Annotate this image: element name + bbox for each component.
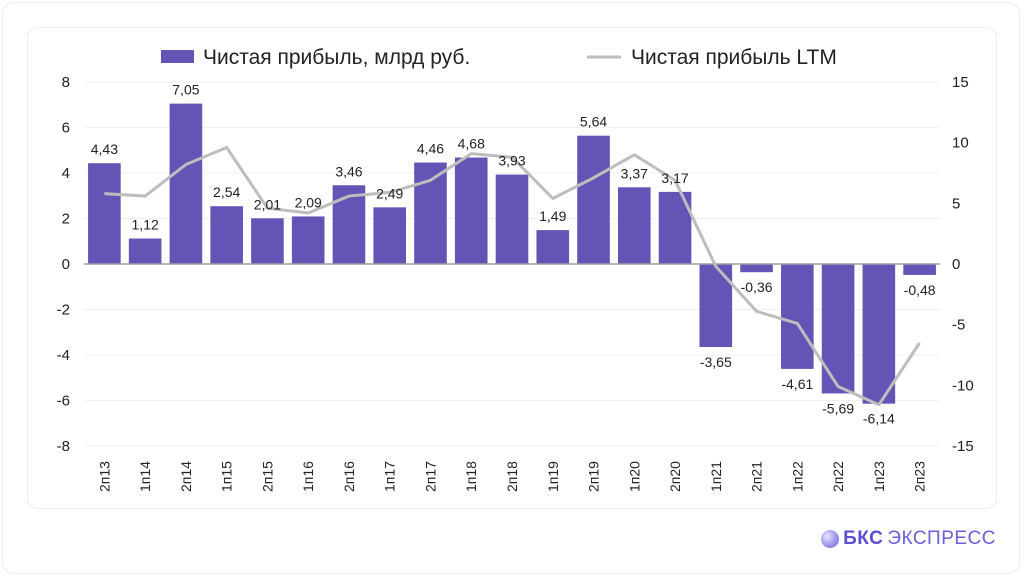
bar xyxy=(373,207,407,264)
left-tick-label: 0 xyxy=(62,256,70,273)
left-tick-label: -8 xyxy=(57,438,70,455)
bar xyxy=(414,162,447,264)
x-tick-label: 2п13 xyxy=(96,461,112,492)
legend-bar-swatch xyxy=(161,50,194,63)
bar xyxy=(128,238,162,264)
data-label: 3,17 xyxy=(661,170,688,186)
right-tick-label: 0 xyxy=(952,256,960,273)
bars xyxy=(88,103,936,404)
bar xyxy=(251,218,284,264)
x-tick-label: 1п21 xyxy=(708,461,724,492)
left-axis-ticks: 8 6 4 2 0 -2 -4 -6 -8 xyxy=(57,74,70,455)
bar xyxy=(821,264,855,394)
x-tick-label: 2п21 xyxy=(749,461,765,492)
data-label: 2,01 xyxy=(254,196,281,212)
left-tick-label: -6 xyxy=(57,393,70,410)
data-label: 3,46 xyxy=(335,163,362,179)
right-tick-label: 5 xyxy=(952,195,960,212)
right-tick-label: 10 xyxy=(952,135,969,152)
x-tick-label: 1п22 xyxy=(789,461,805,492)
x-tick-label: 2п19 xyxy=(586,461,602,492)
left-tick-label: 2 xyxy=(62,211,70,228)
data-label: 1,49 xyxy=(539,208,566,224)
legend-bar-label: Чистая прибыль, млрд руб. xyxy=(203,46,470,69)
bar xyxy=(903,264,936,275)
data-label: 1,12 xyxy=(132,217,159,233)
brand-logo: БКС ЭКСПРЕСС xyxy=(821,528,996,550)
x-tick-label: 1п23 xyxy=(871,461,887,492)
bar xyxy=(169,103,203,264)
data-label: -0,48 xyxy=(904,282,936,298)
x-tick-label: 1п19 xyxy=(545,461,561,492)
x-tick-label: 2п23 xyxy=(912,461,928,492)
data-label: -4,61 xyxy=(781,376,813,392)
data-label: 4,68 xyxy=(458,136,485,152)
data-label: 4,46 xyxy=(417,141,444,157)
bar xyxy=(454,157,488,264)
x-tick-label: 2п20 xyxy=(667,461,683,492)
legend-line-label: Чистая прибыль LTM xyxy=(631,46,837,69)
x-axis-ticks: 2п13 1п14 2п14 1п15 2п15 1п16 2п16 1п17 2п17 1п18… xyxy=(96,461,927,492)
data-label: 4,43 xyxy=(91,141,118,157)
data-label: -3,65 xyxy=(700,354,732,370)
data-label: 7,05 xyxy=(172,82,199,98)
right-tick-label: -10 xyxy=(952,377,974,394)
brand-name-light: ЭКСПРЕСС xyxy=(887,528,996,549)
left-tick-label: 4 xyxy=(62,165,70,182)
left-tick-label: -2 xyxy=(57,302,70,319)
data-label: 2,54 xyxy=(213,184,240,200)
data-label: -5,69 xyxy=(822,400,854,416)
left-tick-label: -4 xyxy=(57,347,70,364)
bar xyxy=(699,264,733,348)
x-tick-label: 1п14 xyxy=(137,461,153,492)
bar xyxy=(577,135,610,264)
x-tick-label: 2п18 xyxy=(504,461,520,492)
bar xyxy=(495,174,529,264)
x-tick-label: 2п16 xyxy=(341,461,357,492)
bar xyxy=(781,264,814,369)
x-tick-label: 2п14 xyxy=(178,461,194,492)
right-tick-label: -5 xyxy=(952,317,965,334)
bar xyxy=(332,185,366,264)
bar xyxy=(210,206,243,264)
data-label: 2,49 xyxy=(376,185,403,201)
x-tick-label: 1п16 xyxy=(300,461,316,492)
x-tick-label: 1п18 xyxy=(463,461,479,492)
data-label: -6,14 xyxy=(863,411,895,427)
bar xyxy=(291,216,325,264)
right-tick-label: 15 xyxy=(952,74,969,91)
data-label: -0,36 xyxy=(741,279,773,295)
x-tick-label: 2п17 xyxy=(422,461,438,492)
x-tick-label: 1п15 xyxy=(219,461,235,492)
data-label: 3,37 xyxy=(621,165,648,181)
bar xyxy=(740,264,773,273)
left-tick-label: 8 xyxy=(62,74,70,91)
x-tick-label: 1п20 xyxy=(626,461,642,492)
ltm-line-group xyxy=(104,146,921,407)
data-label: 3,93 xyxy=(498,153,525,169)
brand-name-bold: БКС xyxy=(843,528,884,549)
bar xyxy=(617,187,651,264)
x-tick-label: 2п15 xyxy=(259,461,275,492)
bar xyxy=(536,230,570,264)
bar xyxy=(862,264,896,404)
data-label: 2,09 xyxy=(295,194,322,210)
bar xyxy=(88,163,121,264)
right-axis-ticks: 15 10 5 0 -5 -10 -15 xyxy=(952,74,974,455)
legend: Чистая прибыль, млрд руб. Чистая прибыль… xyxy=(161,46,837,69)
left-tick-label: 6 xyxy=(62,120,70,137)
x-tick-label: 2п22 xyxy=(830,461,846,492)
data-labels: 4,43 1,12 7,05 2,54 2,01 2,09 3,46 2,49 4,46 4,68… xyxy=(91,82,936,427)
brand-sphere-icon xyxy=(821,530,840,548)
x-tick-label: 1п17 xyxy=(382,461,398,492)
data-label: 5,64 xyxy=(580,114,607,130)
right-tick-label: -15 xyxy=(952,438,974,455)
